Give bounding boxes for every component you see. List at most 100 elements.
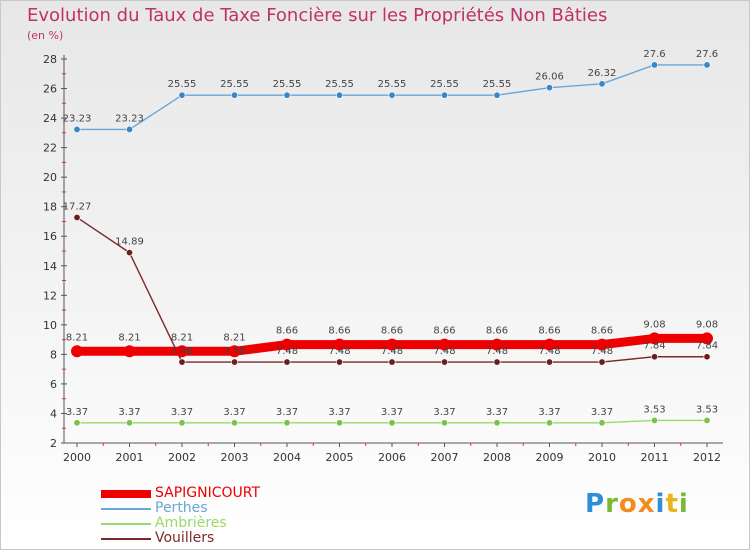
data-label-sapignicourt: 8.66 <box>433 326 455 337</box>
data-label-sapignicourt: 9.08 <box>696 319 718 330</box>
data-label-sapignicourt: 8.21 <box>223 332 245 343</box>
x-tick-label: 2004 <box>273 451 301 464</box>
data-label-vouillers: 7.48 <box>591 346 613 357</box>
data-point-vouillers <box>388 358 396 366</box>
y-tick-label: 8 <box>50 348 57 361</box>
x-tick-label: 2006 <box>378 451 406 464</box>
data-label-ambrires: 3.37 <box>276 407 298 418</box>
data-point-sapignicourt <box>701 332 713 345</box>
data-point-vouillers <box>283 358 291 366</box>
legend-swatch-perthes <box>101 507 151 510</box>
legend-item-perthes: Perthes <box>101 501 260 516</box>
data-point-perthes <box>178 91 186 99</box>
x-tick-label: 2011 <box>641 451 669 464</box>
data-point-vouillers <box>598 358 606 366</box>
data-label-sapignicourt: 8.21 <box>118 332 140 343</box>
data-point-sapignicourt <box>648 332 661 345</box>
legend: SAPIGNICOURT Perthes Ambrières Vouillers <box>101 486 260 546</box>
legend-item-ambrires: Ambrières <box>101 516 260 531</box>
data-label-ambrires: 3.37 <box>433 407 455 418</box>
data-label-sapignicourt: 8.66 <box>328 326 350 337</box>
data-point-ambrires <box>231 419 239 427</box>
data-point-vouillers <box>493 358 501 366</box>
data-label-sapignicourt: 9.08 <box>643 319 665 330</box>
data-point-perthes <box>388 91 396 99</box>
data-label-perthes: 26.32 <box>588 68 617 79</box>
legend-label-perthes: Perthes <box>155 500 208 516</box>
data-point-sapignicourt <box>176 345 188 358</box>
data-point-sapignicourt <box>491 338 503 351</box>
y-tick-label: 2 <box>50 437 57 450</box>
data-point-ambrires <box>440 419 448 427</box>
data-point-ambrires <box>598 419 606 427</box>
data-label-perthes: 23.23 <box>115 113 144 124</box>
data-label-ambrires: 3.37 <box>486 407 508 418</box>
data-label-vouillers: 7.48 <box>381 346 403 357</box>
data-point-perthes <box>703 61 711 69</box>
data-point-sapignicourt <box>281 338 293 351</box>
data-point-sapignicourt <box>123 345 136 358</box>
y-tick-label: 18 <box>43 201 57 214</box>
data-label-perthes: 25.55 <box>483 79 512 90</box>
proxiti-logo: Proxiti <box>585 489 689 519</box>
data-point-ambrires <box>126 419 134 427</box>
data-point-perthes <box>335 91 343 99</box>
chart-title: Evolution du Taux de Taxe Foncière sur l… <box>27 5 608 26</box>
data-label-sapignicourt: 8.66 <box>591 326 613 337</box>
data-label-ambrires: 3.37 <box>328 407 350 418</box>
legend-swatch-ambrires <box>101 522 151 525</box>
data-label-sapignicourt: 8.66 <box>276 326 298 337</box>
x-tick-label: 2008 <box>483 451 511 464</box>
data-point-vouillers <box>178 358 186 366</box>
data-label-vouillers: 17.27 <box>63 201 92 212</box>
x-tick-label: 2000 <box>63 451 91 464</box>
legend-item-sapignicourt: SAPIGNICOURT <box>101 486 260 501</box>
data-point-sapignicourt <box>596 338 608 351</box>
y-tick-label: 28 <box>43 53 57 66</box>
data-label-perthes: 23.23 <box>63 113 92 124</box>
y-tick-label: 6 <box>50 378 57 391</box>
data-label-vouillers: 14.89 <box>115 237 144 248</box>
data-point-vouillers <box>650 353 658 361</box>
axes <box>63 55 723 444</box>
legend-swatch-sapignicourt <box>101 489 151 498</box>
data-point-perthes <box>73 125 81 133</box>
data-label-perthes: 26.06 <box>535 72 564 83</box>
y-tick-label: 20 <box>43 171 57 184</box>
data-label-ambrires: 3.53 <box>696 404 718 415</box>
data-label-sapignicourt: 8.21 <box>66 332 88 343</box>
data-point-ambrires <box>493 419 501 427</box>
legend-item-vouillers: Vouillers <box>101 531 260 546</box>
data-point-vouillers <box>545 358 553 366</box>
data-point-perthes <box>283 91 291 99</box>
data-point-vouillers <box>703 353 711 361</box>
data-label-vouillers: 7.48 <box>276 346 298 357</box>
data-point-vouillers <box>335 358 343 366</box>
data-labels-layer: 23.23 23.23 25.55 25.55 25.55 25.55 25.55 25.55… <box>63 49 718 418</box>
data-point-ambrires <box>178 419 186 427</box>
data-label-perthes: 27.6 <box>643 49 665 60</box>
data-label-vouillers: 7.84 <box>696 341 718 352</box>
data-label-perthes: 25.55 <box>430 79 459 90</box>
x-tick-label: 2012 <box>693 451 721 464</box>
y-tick-label: 12 <box>43 289 57 302</box>
data-point-ambrires <box>335 419 343 427</box>
data-point-perthes <box>231 91 239 99</box>
data-label-vouillers: 7.48 <box>171 346 193 357</box>
data-label-ambrires: 3.37 <box>118 407 140 418</box>
data-point-vouillers <box>126 249 134 257</box>
x-tick-label: 2005 <box>326 451 354 464</box>
data-label-sapignicourt: 8.21 <box>171 332 193 343</box>
data-label-vouillers: 7.48 <box>223 346 245 357</box>
data-point-ambrires <box>283 419 291 427</box>
data-label-sapignicourt: 8.66 <box>486 326 508 337</box>
x-tick-label: 2003 <box>221 451 249 464</box>
data-point-perthes <box>126 125 134 133</box>
x-tick-label: 2001 <box>116 451 144 464</box>
data-point-ambrires <box>703 416 711 424</box>
data-label-perthes: 25.55 <box>168 79 197 90</box>
data-label-sapignicourt: 8.66 <box>538 326 560 337</box>
data-label-ambrires: 3.37 <box>223 407 245 418</box>
